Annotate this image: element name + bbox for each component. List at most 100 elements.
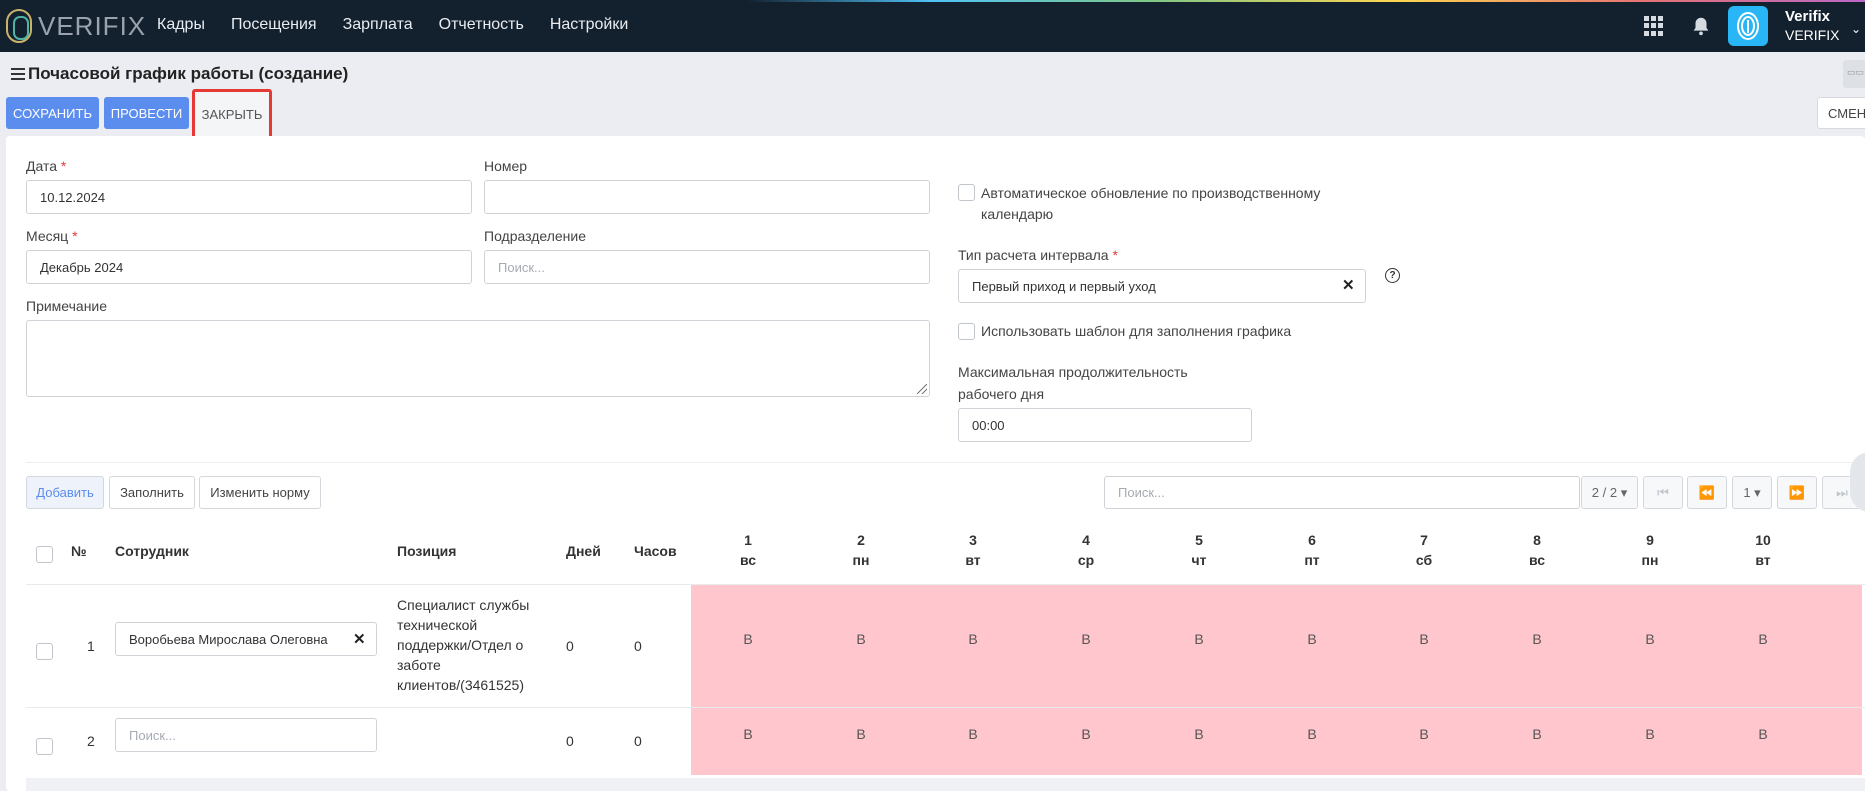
help-icon[interactable]: ? xyxy=(1385,268,1400,283)
day-cell[interactable]: В xyxy=(1532,726,1542,742)
resize-handle-icon[interactable] xyxy=(917,384,927,394)
day-cell[interactable]: В xyxy=(1758,726,1768,742)
page-size-dropdown[interactable]: 1 ▾ xyxy=(1732,476,1772,509)
day-cell[interactable]: В xyxy=(743,631,753,647)
nav-item-salary[interactable]: Зарплата xyxy=(342,16,413,33)
day-cell[interactable]: В xyxy=(1419,631,1429,647)
table-footer xyxy=(26,778,1865,791)
day-cell[interactable]: В xyxy=(1081,726,1091,742)
nav-item-attendance[interactable]: Посещения xyxy=(230,16,317,33)
select-all-checkbox[interactable] xyxy=(36,546,53,563)
add-row-button[interactable]: Добавить xyxy=(26,476,104,509)
auto-update-label: Автоматическое обновление по производств… xyxy=(981,185,1321,222)
day-cell[interactable]: В xyxy=(1419,726,1429,742)
nav-item-settings[interactable]: Настройки xyxy=(549,16,629,33)
employee-search-input-2[interactable]: Поиск... xyxy=(115,718,377,752)
note-label: Примечание xyxy=(26,298,108,314)
max-duration-label: Максимальная продолжительность xyxy=(958,364,1188,380)
division-label: Подразделение xyxy=(484,228,587,244)
main-nav: Кадры Посещения Зарплата Отчетность Наст… xyxy=(157,16,628,34)
date-field[interactable]: 10.12.2024 xyxy=(26,180,472,214)
col-header-employee[interactable]: Сотрудник xyxy=(115,543,189,559)
grid-search-input[interactable]: Поиск... xyxy=(1104,476,1580,509)
day-cell[interactable]: В xyxy=(1532,631,1542,647)
hours-count-1: 0 xyxy=(634,638,642,654)
col-header-position[interactable]: Позиция xyxy=(397,543,457,559)
interval-type-select[interactable]: Первый приход и первый уход xyxy=(958,269,1366,303)
row-checkbox-1[interactable] xyxy=(36,643,53,660)
day-header-10: 10 вт xyxy=(1755,532,1771,568)
row-checkbox-2[interactable] xyxy=(36,738,53,755)
page-count-dropdown[interactable]: 2 / 2 ▾ xyxy=(1581,476,1638,509)
fingerprint-icon xyxy=(1737,12,1759,40)
col-header-hours[interactable]: Часов xyxy=(634,543,677,559)
col-header-days[interactable]: Дней xyxy=(566,543,601,559)
section-divider xyxy=(26,462,1865,463)
day-cell[interactable]: В xyxy=(1194,631,1204,647)
user-menu[interactable]: Verifix VERIFIX xyxy=(1785,8,1839,44)
day-cell[interactable]: В xyxy=(968,726,978,742)
max-duration-label-line2: рабочего дня xyxy=(958,386,1045,402)
day-header-8: 8 вс xyxy=(1528,532,1546,568)
day-cell[interactable]: В xyxy=(1307,631,1317,647)
fingerprint-logo-icon xyxy=(6,9,32,43)
fill-button[interactable]: Заполнить xyxy=(109,476,195,509)
day-header-2: 2 пн xyxy=(852,532,870,568)
scroll-handle[interactable] xyxy=(1850,452,1865,512)
post-button[interactable]: ПРОВЕСТИ xyxy=(104,97,189,129)
row-num-1: 1 xyxy=(87,638,95,654)
month-field[interactable]: Декабрь 2024 xyxy=(26,250,472,284)
day-cell[interactable]: В xyxy=(1307,726,1317,742)
max-duration-field[interactable]: 00:00 xyxy=(958,408,1252,442)
hamburger-menu-icon[interactable] xyxy=(11,68,25,80)
employee-select-1[interactable]: Воробьева Мирослава Олеговна xyxy=(115,622,377,656)
hours-count-2: 0 xyxy=(634,733,642,749)
clear-interval-icon[interactable]: ✕ xyxy=(1342,277,1355,294)
day-cell[interactable]: В xyxy=(1194,726,1204,742)
number-field[interactable] xyxy=(484,180,930,214)
day-header-4: 4 ср xyxy=(1077,532,1095,568)
day-cell[interactable]: В xyxy=(1081,631,1091,647)
day-header-7: 7 сб xyxy=(1415,532,1433,568)
division-search-input[interactable]: Поиск... xyxy=(484,250,930,284)
nav-item-staff[interactable]: Кадры xyxy=(157,16,205,33)
day-cell[interactable]: В xyxy=(1758,631,1768,647)
bell-icon[interactable] xyxy=(1690,14,1712,38)
day-cell[interactable]: В xyxy=(856,726,866,742)
logo-text: VERIFIX xyxy=(38,10,147,41)
number-label: Номер xyxy=(484,158,528,174)
weekend-band-row-2 xyxy=(691,708,1862,775)
next-page-icon[interactable]: ⏩ xyxy=(1777,476,1817,509)
shifts-button[interactable]: СМЕНЫ xyxy=(1817,97,1865,129)
nav-item-reports[interactable]: Отчетность xyxy=(438,16,524,33)
avatar[interactable] xyxy=(1728,6,1768,46)
interval-type-label: Тип расчета интервала * xyxy=(958,247,1118,263)
close-button[interactable]: ЗАКРЫТЬ xyxy=(192,89,272,139)
chevron-down-icon[interactable]: ⌄ xyxy=(1851,22,1862,36)
days-count-2: 0 xyxy=(566,733,574,749)
use-template-label: Использовать шаблон для заполнения графи… xyxy=(981,323,1292,339)
top-accent-stripe xyxy=(0,0,1865,2)
auto-update-checkbox[interactable] xyxy=(958,184,975,201)
user-name: Verifix xyxy=(1785,8,1831,25)
day-cell[interactable]: В xyxy=(1645,631,1655,647)
prev-page-icon[interactable]: ⏪ xyxy=(1687,476,1727,509)
keyboard-shortcuts-button[interactable]: ▭▭ xyxy=(1843,60,1865,88)
header-divider xyxy=(26,584,1865,585)
change-norm-button[interactable]: Изменить норму xyxy=(199,476,321,509)
apps-grid-icon[interactable] xyxy=(1644,16,1664,36)
position-text-1: Специалист службы технической поддержки/… xyxy=(397,597,530,693)
day-cell[interactable]: В xyxy=(856,631,866,647)
day-cell[interactable]: В xyxy=(968,631,978,647)
app-logo[interactable]: VERIFIX xyxy=(6,9,146,43)
note-textarea[interactable] xyxy=(26,320,930,397)
day-cell[interactable]: В xyxy=(1645,726,1655,742)
clear-employee-icon[interactable]: ✕ xyxy=(353,631,366,648)
month-label: Месяц * xyxy=(26,228,78,244)
day-cell[interactable]: В xyxy=(743,726,753,742)
date-label: Дата * xyxy=(26,158,67,174)
save-button[interactable]: СОХРАНИТЬ xyxy=(6,97,99,129)
first-page-icon[interactable]: ⏮ xyxy=(1643,476,1683,509)
day-header-3: 3 вт xyxy=(965,532,981,568)
use-template-checkbox[interactable] xyxy=(958,323,975,340)
